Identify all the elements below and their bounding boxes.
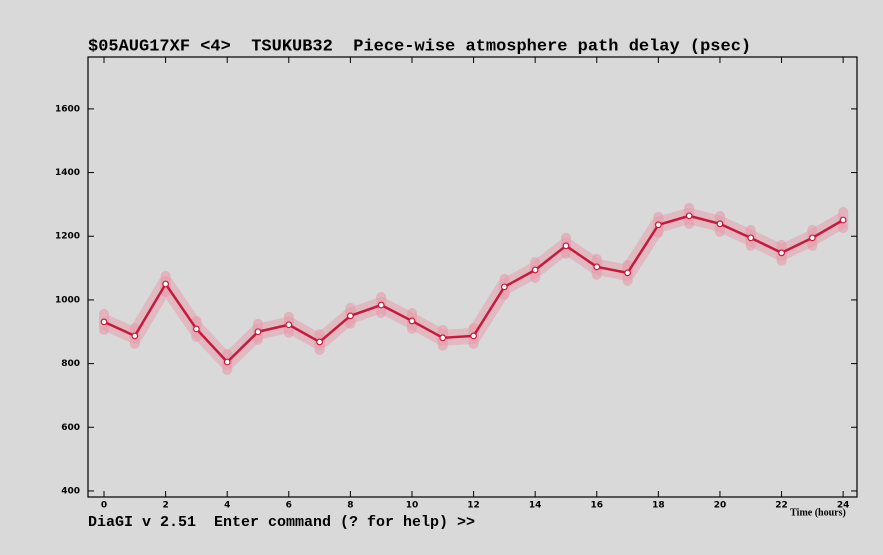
chart-title: $05AUG17XF <4> TSUKUB32 Piece-wise atmos…	[88, 37, 751, 56]
data-point	[439, 334, 447, 342]
data-point	[593, 263, 601, 271]
data-point	[747, 234, 755, 242]
data-point	[193, 325, 200, 333]
data-point	[654, 221, 662, 229]
data-point	[100, 318, 108, 326]
data-point	[162, 280, 170, 288]
x-tick-label: 10	[406, 501, 419, 511]
data-point	[285, 321, 293, 329]
x-tick-label: 22	[775, 501, 788, 511]
x-tick-label: 18	[652, 501, 665, 511]
x-tick-label: 0	[101, 501, 107, 511]
data-point	[839, 216, 847, 224]
x-tick-label: 8	[347, 501, 353, 511]
data-point	[624, 269, 631, 277]
data-point	[716, 220, 724, 228]
data-point	[377, 301, 385, 309]
data-point	[316, 338, 323, 346]
y-tick-label: 400	[61, 486, 80, 496]
data-point	[346, 312, 354, 320]
y-tick-label: 1000	[55, 295, 80, 305]
data-point	[562, 242, 570, 250]
error-band-path	[100, 207, 848, 370]
data-point	[778, 249, 785, 257]
x-axis-label: Time (hours)	[790, 507, 846, 518]
data-point	[223, 358, 231, 366]
data-point	[808, 234, 816, 242]
data-point	[408, 317, 416, 325]
x-tick-label: 6	[286, 501, 292, 511]
data-point	[470, 332, 477, 340]
x-tick-label: 4	[224, 501, 230, 511]
data-point	[254, 328, 262, 336]
data-point	[500, 283, 508, 291]
y-tick-label: 1400	[55, 168, 80, 178]
x-tick-label: 16	[591, 501, 604, 511]
y-tick-label: 1200	[55, 232, 80, 242]
data-point	[531, 266, 539, 274]
data-point	[131, 332, 139, 340]
x-tick-label: 14	[529, 501, 542, 511]
x-tick-label: 12	[467, 501, 480, 511]
y-tick-label: 800	[61, 359, 80, 369]
data-point	[685, 212, 693, 220]
y-tick-label: 1600	[55, 104, 80, 114]
x-tick-label: 20	[714, 501, 727, 511]
y-tick-label: 600	[61, 423, 80, 433]
plot-frame	[87, 56, 858, 498]
command-prompt: DiaGI v 2.51 Enter command (? for help) …	[88, 514, 475, 531]
x-tick-label: 24	[837, 501, 850, 511]
x-tick-label: 2	[162, 501, 168, 511]
